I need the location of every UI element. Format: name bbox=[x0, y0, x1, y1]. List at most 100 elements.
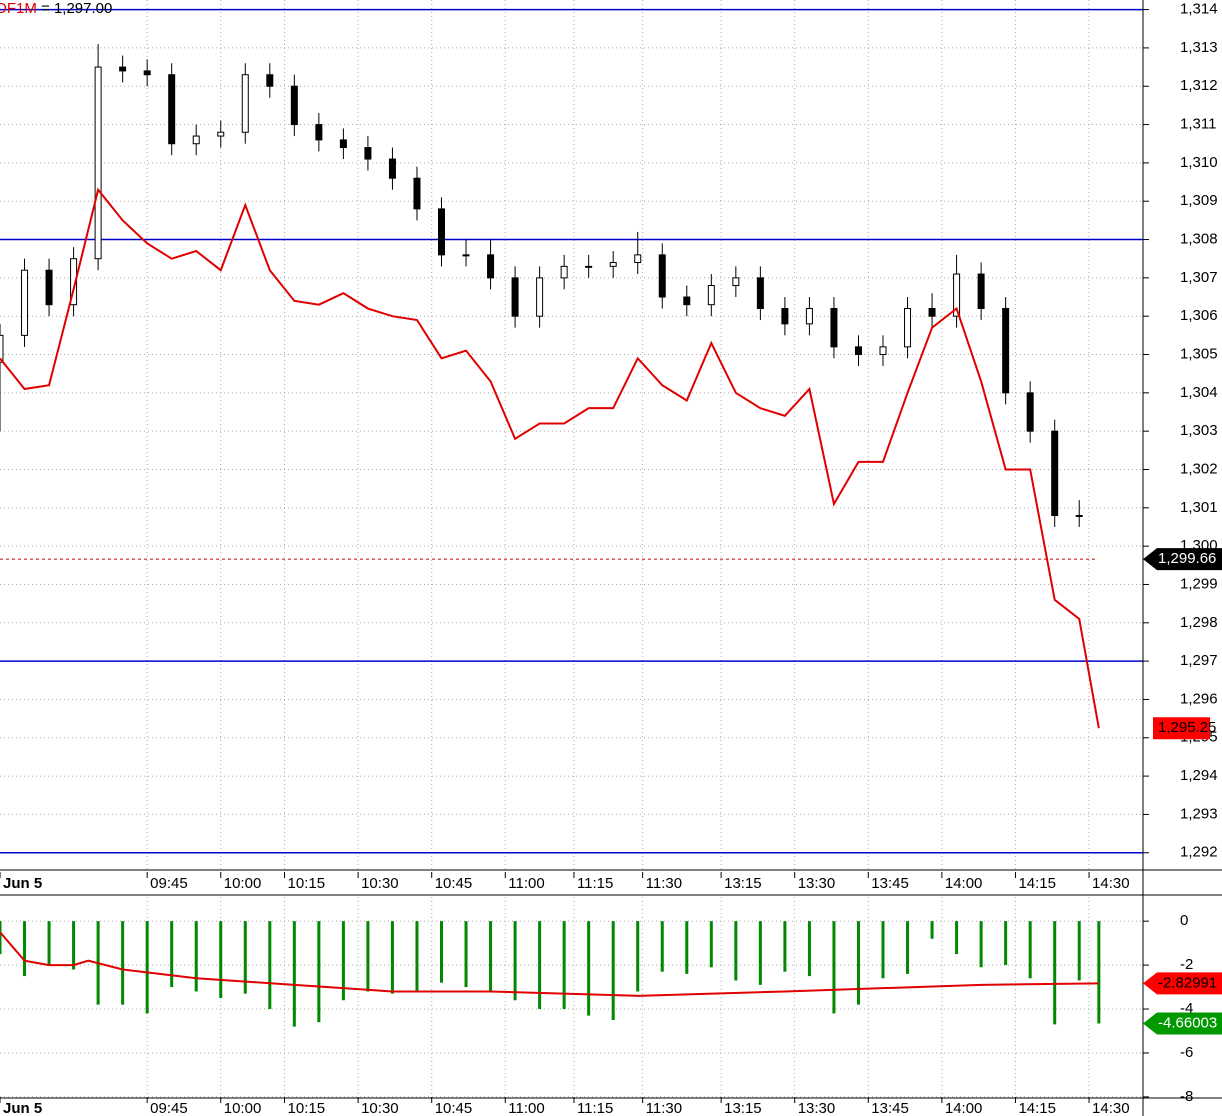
bar bbox=[709, 921, 713, 968]
x-tick-label: 13:15 bbox=[724, 875, 762, 892]
candle-body bbox=[1002, 308, 1010, 394]
bar bbox=[219, 921, 223, 999]
y-tick-label: 1,311 bbox=[1180, 116, 1216, 133]
x-tick-label: 10:15 bbox=[288, 1100, 326, 1116]
candle-body bbox=[388, 158, 396, 179]
bar bbox=[587, 921, 591, 1016]
price-tag bbox=[1143, 972, 1222, 995]
y-tick-label: 1,312 bbox=[1180, 77, 1218, 94]
candle-body bbox=[438, 208, 446, 256]
y-tick-label: 1,294 bbox=[1180, 767, 1218, 784]
y-tick-label: 1,293 bbox=[1180, 805, 1218, 822]
bar bbox=[856, 921, 860, 1005]
candle-body bbox=[364, 147, 372, 160]
candle-body bbox=[683, 296, 691, 306]
y-tick-label: 1,314 bbox=[1180, 1, 1218, 18]
bar bbox=[415, 921, 419, 992]
candle-body bbox=[70, 258, 78, 306]
x-tick-label: 10:00 bbox=[224, 875, 262, 892]
candle-body bbox=[290, 85, 298, 126]
bar bbox=[513, 921, 517, 1001]
candle-body bbox=[168, 74, 176, 145]
x-tick-label: 10:30 bbox=[361, 1100, 399, 1116]
legend-entry: DF1M = 1,297.00 bbox=[0, 0, 112, 17]
price-line bbox=[0, 187, 1100, 729]
x-tick-label: 13:45 bbox=[871, 1100, 909, 1116]
x-tick-label: Jun 5 bbox=[3, 1100, 42, 1116]
y-tick-label: -6 bbox=[1180, 1044, 1193, 1061]
y-tick-label: 1,296 bbox=[1180, 690, 1218, 707]
bar bbox=[930, 921, 934, 939]
bar bbox=[832, 921, 836, 1014]
y-tick-label: 1,307 bbox=[1180, 269, 1218, 286]
bar bbox=[121, 921, 125, 1005]
bar bbox=[464, 921, 468, 988]
x-tick-label: 10:45 bbox=[435, 875, 473, 892]
bar bbox=[366, 921, 370, 992]
x-tick-label: 11:15 bbox=[577, 1100, 613, 1116]
bar bbox=[955, 921, 959, 955]
bar bbox=[881, 921, 885, 979]
x-tick-label: 11:30 bbox=[646, 875, 682, 892]
candle-body bbox=[928, 308, 936, 317]
legend-name: DF1M bbox=[0, 0, 37, 17]
bar bbox=[758, 921, 762, 985]
y-tick-label: 1,303 bbox=[1180, 422, 1218, 439]
x-tick-label: 14:15 bbox=[1018, 1100, 1056, 1116]
x-tick-label: 10:45 bbox=[435, 1100, 473, 1116]
x-tick-label: 10:00 bbox=[224, 1100, 262, 1116]
bar bbox=[317, 921, 321, 1023]
price-tag bbox=[1143, 548, 1222, 571]
candle-body bbox=[217, 131, 225, 137]
candle-body bbox=[143, 70, 151, 76]
candle-body bbox=[560, 265, 568, 279]
x-tick-label: 13:45 bbox=[871, 875, 909, 892]
bar bbox=[440, 921, 444, 983]
y-tick-label: 1,305 bbox=[1180, 345, 1218, 362]
x-tick-label: 10:15 bbox=[288, 875, 326, 892]
x-tick-label: 13:15 bbox=[724, 1100, 762, 1116]
bar bbox=[341, 921, 345, 1001]
x-tick-label: 11:30 bbox=[646, 1100, 682, 1116]
candle-body bbox=[45, 269, 53, 306]
price-tag bbox=[1153, 717, 1210, 740]
candle-body bbox=[781, 308, 789, 325]
candle-body bbox=[756, 277, 764, 310]
bar bbox=[611, 921, 615, 1021]
x-tick-label: 14:00 bbox=[945, 1100, 983, 1116]
bar bbox=[562, 921, 566, 1010]
candle-body bbox=[1051, 430, 1059, 516]
candle-body bbox=[585, 265, 593, 268]
price-tag bbox=[1143, 1012, 1222, 1035]
bar bbox=[660, 921, 664, 972]
bar bbox=[23, 921, 27, 977]
bar bbox=[0, 921, 2, 955]
x-tick-label: 09:45 bbox=[150, 1100, 188, 1116]
candle-body bbox=[658, 254, 666, 298]
y-tick-label: 1,313 bbox=[1180, 39, 1218, 56]
candle-body bbox=[830, 308, 838, 348]
bar bbox=[1053, 921, 1057, 1025]
x-tick-label: 10:30 bbox=[361, 875, 399, 892]
bar bbox=[489, 921, 493, 992]
y-tick-label: -8 bbox=[1180, 1088, 1193, 1105]
price-tag-label: -2.82991 bbox=[1158, 974, 1217, 991]
x-tick-label: 13:30 bbox=[798, 1100, 836, 1116]
x-tick-label: Jun 5 bbox=[3, 875, 42, 892]
bar bbox=[292, 921, 296, 1027]
candle-body bbox=[707, 285, 715, 306]
bar bbox=[1004, 921, 1008, 966]
x-tick-label: 14:15 bbox=[1018, 875, 1056, 892]
y-tick-label: 1,302 bbox=[1180, 460, 1218, 477]
y-tick-label: 1,298 bbox=[1180, 614, 1218, 631]
y-tick-label: 1,309 bbox=[1180, 192, 1218, 209]
candle-body bbox=[0, 334, 4, 363]
bar bbox=[1028, 921, 1032, 979]
x-tick-label: 11:15 bbox=[577, 875, 613, 892]
candle-body bbox=[413, 177, 421, 210]
bar bbox=[145, 921, 149, 1014]
y-tick-label: 1,299 bbox=[1180, 575, 1218, 592]
bar bbox=[1097, 921, 1101, 1024]
